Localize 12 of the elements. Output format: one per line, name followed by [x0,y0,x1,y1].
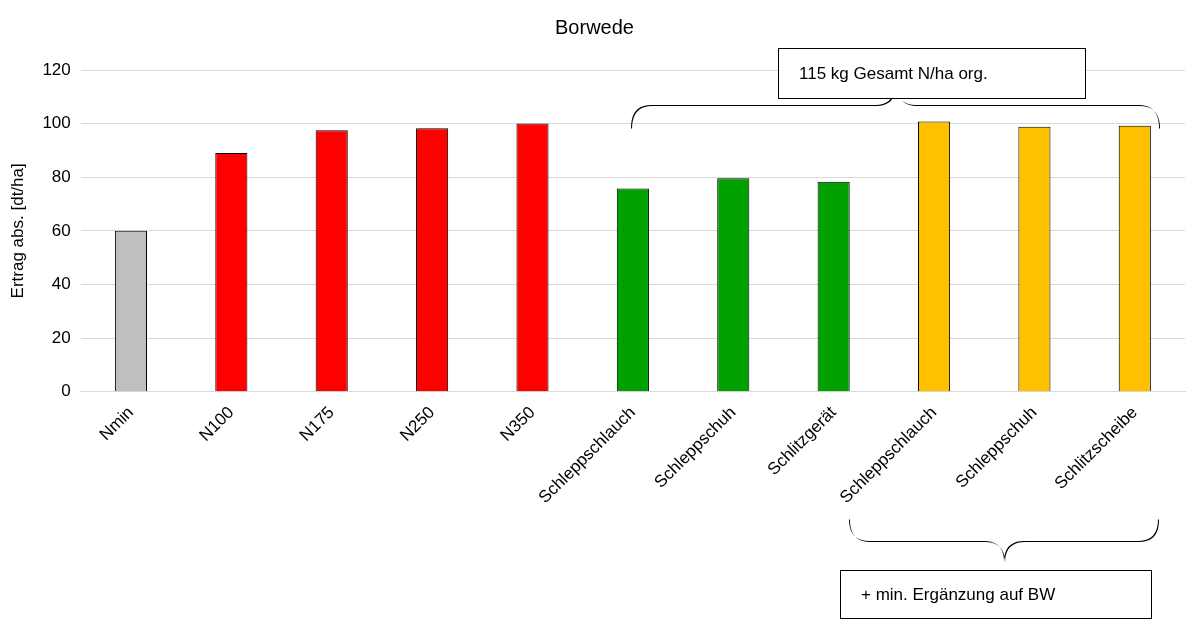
y-axis-title: Ertrag abs. [dt/ha] [7,163,27,299]
y-tick-label: 60 [51,220,71,240]
note-box: 115 kg Gesamt N/ha org. [778,48,1086,99]
y-tick-label: 20 [51,327,71,347]
y-tick-label: 0 [61,381,71,401]
y-tick-label: 120 [42,59,71,79]
chart-title: Borwede [555,15,634,38]
annotation: 115 kg Gesamt N/ha org. [799,63,988,84]
y-tick-label: 80 [51,166,71,186]
y-tick-label: 40 [51,274,71,294]
note-box: + min. Ergänzung auf BW [840,570,1152,619]
y-tick-label: 100 [42,113,71,133]
